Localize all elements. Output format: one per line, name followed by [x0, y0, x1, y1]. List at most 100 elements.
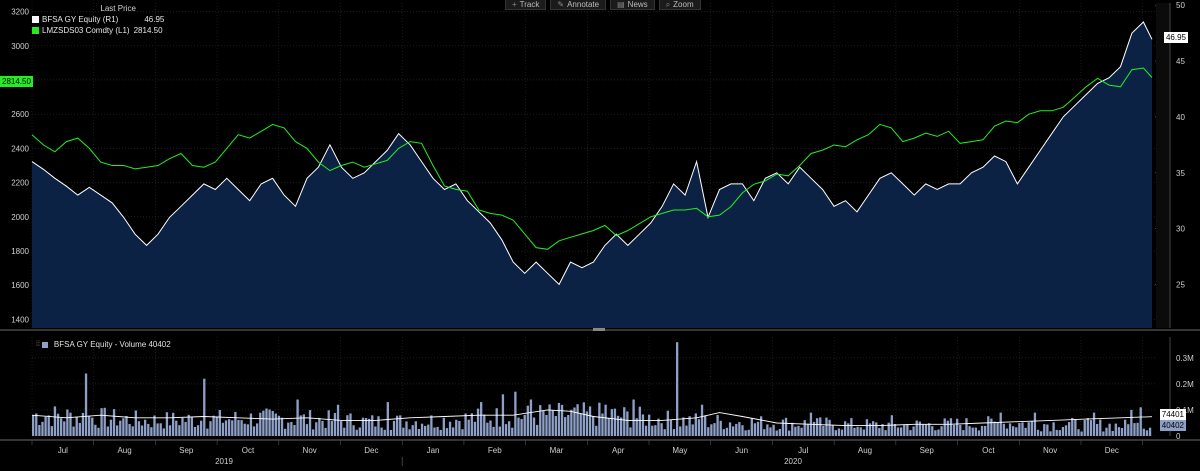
volume-bar [140, 425, 144, 436]
zoom-button[interactable]: ⌕ Zoom [658, 0, 701, 10]
annotate-label: Annotate [567, 0, 600, 9]
volume-bar [576, 404, 579, 436]
volume-bar [756, 421, 760, 436]
volume-bar [66, 409, 69, 436]
volume-bar [610, 409, 613, 436]
volume-bar [483, 414, 486, 436]
right-axis-rail [1156, 3, 1170, 328]
zoom-icon: ⌕ [665, 0, 671, 9]
volume-bar [246, 424, 249, 436]
volume-bar [399, 415, 402, 436]
volume-bar [791, 422, 794, 436]
volume-bar [402, 427, 405, 436]
volume-bar [424, 425, 427, 436]
volume-bar [504, 424, 508, 436]
volume-bar [747, 429, 750, 436]
volume-bar [128, 424, 131, 436]
volume-bar [648, 414, 651, 436]
volume-bar [308, 410, 312, 436]
month-tick-label: Sep [920, 446, 935, 455]
annotate-icon: ✎ [557, 0, 565, 9]
volume-bar [427, 424, 430, 436]
track-label: Track [519, 0, 540, 9]
volume-bar [629, 427, 632, 436]
volume-bar [704, 415, 707, 436]
volume-bar [822, 425, 825, 436]
volume-bar [492, 426, 495, 436]
volume-bar [1036, 429, 1040, 436]
volume-bar [750, 418, 753, 436]
zoom-label: Zoom [673, 0, 694, 9]
volume-bar [1117, 427, 1121, 436]
volume-bar [679, 426, 682, 436]
volume-bar [458, 421, 461, 436]
left-tick-label: 2200 [11, 179, 29, 188]
track-button[interactable]: + Track [505, 0, 547, 10]
volume-bar [41, 421, 44, 436]
volume-bar [1046, 424, 1049, 436]
volume-bar [265, 408, 268, 436]
volume-bar [660, 423, 663, 436]
annotate-button[interactable]: ✎ Annotate [550, 0, 607, 10]
volume-bar [928, 423, 931, 436]
volume-bar [75, 416, 78, 436]
volume-bar [249, 413, 253, 436]
volume-bar [445, 428, 449, 436]
volume-ma-line [31, 409, 1153, 427]
volume-bar [134, 410, 137, 436]
news-button[interactable]: ▤ News [610, 0, 655, 10]
volume-bar [153, 415, 156, 436]
volume-bar [190, 416, 193, 436]
volume-bar [868, 423, 872, 436]
volume-bar [346, 415, 349, 436]
volume-bar [60, 418, 63, 436]
volume-bar [607, 417, 610, 436]
volume-bar [893, 424, 897, 436]
volume-bar [856, 426, 859, 436]
volume-bar [943, 418, 946, 436]
volume-bar [514, 391, 517, 436]
volume-bar [268, 409, 271, 436]
volume-bar [890, 415, 893, 436]
volume-bar [760, 416, 763, 436]
volume-bar [564, 417, 567, 436]
volume-bar [657, 418, 660, 436]
volume-bar [1012, 426, 1015, 436]
legend-row-bfsa[interactable]: BFSA GY Equity (R1) 46.95 [32, 14, 164, 25]
volume-bar [131, 426, 134, 436]
volume-bar [592, 416, 595, 436]
volume-bar [452, 427, 455, 436]
volume-bar [218, 410, 221, 436]
volume-bar [828, 419, 831, 436]
volume-bar [523, 414, 526, 436]
volume-bar [259, 412, 262, 436]
volume-bar [918, 421, 921, 436]
volume-bar [1099, 419, 1102, 436]
volume-bar [442, 417, 445, 436]
volume-bar [364, 418, 368, 436]
price-legend[interactable]: Last Price BFSA GY Equity (R1) 46.95 LMZ… [32, 3, 164, 36]
month-tick-label: Feb [488, 446, 502, 455]
month-tick-label: Jul [58, 446, 68, 455]
volume-bar [996, 422, 999, 436]
legend-row-lmz[interactable]: LMZSDS03 Comdty (L1) 2814.50 [32, 25, 164, 36]
chart-toolbar: + Track ✎ Annotate ▤ News ⌕ Zoom [505, 0, 701, 10]
volume-bar [722, 429, 725, 436]
volume-bar [604, 404, 607, 436]
volume-bar [411, 425, 414, 436]
volume-bar [825, 417, 828, 436]
volume-bar [262, 410, 265, 436]
volume-bar [476, 408, 480, 436]
volume-bar [542, 411, 545, 436]
bfsa-area [32, 22, 1152, 328]
volume-bar [1071, 417, 1074, 436]
volume-bar [343, 427, 346, 436]
volume-bar [713, 423, 716, 436]
month-tick-label: Mar [550, 446, 564, 455]
legend-lmz-value: 2814.50 [133, 26, 163, 35]
right-tick-label: 30 [1176, 225, 1185, 234]
volume-bar [781, 419, 785, 436]
volume-legend[interactable]: ⁞⁞ BFSA GY Equity - Volume 40402 [36, 340, 171, 349]
volume-bar [147, 423, 150, 436]
volume-bar [635, 418, 638, 436]
